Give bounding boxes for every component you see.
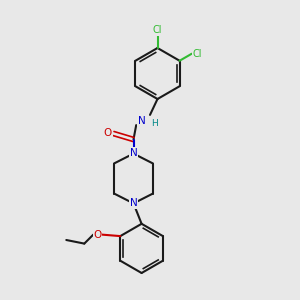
Text: Cl: Cl (153, 26, 162, 35)
Text: N: N (130, 198, 137, 208)
Text: H: H (151, 118, 158, 127)
Text: N: N (130, 148, 137, 158)
Text: Cl: Cl (192, 49, 202, 59)
Text: N: N (138, 116, 146, 127)
Text: O: O (104, 128, 112, 139)
Text: O: O (93, 230, 102, 240)
